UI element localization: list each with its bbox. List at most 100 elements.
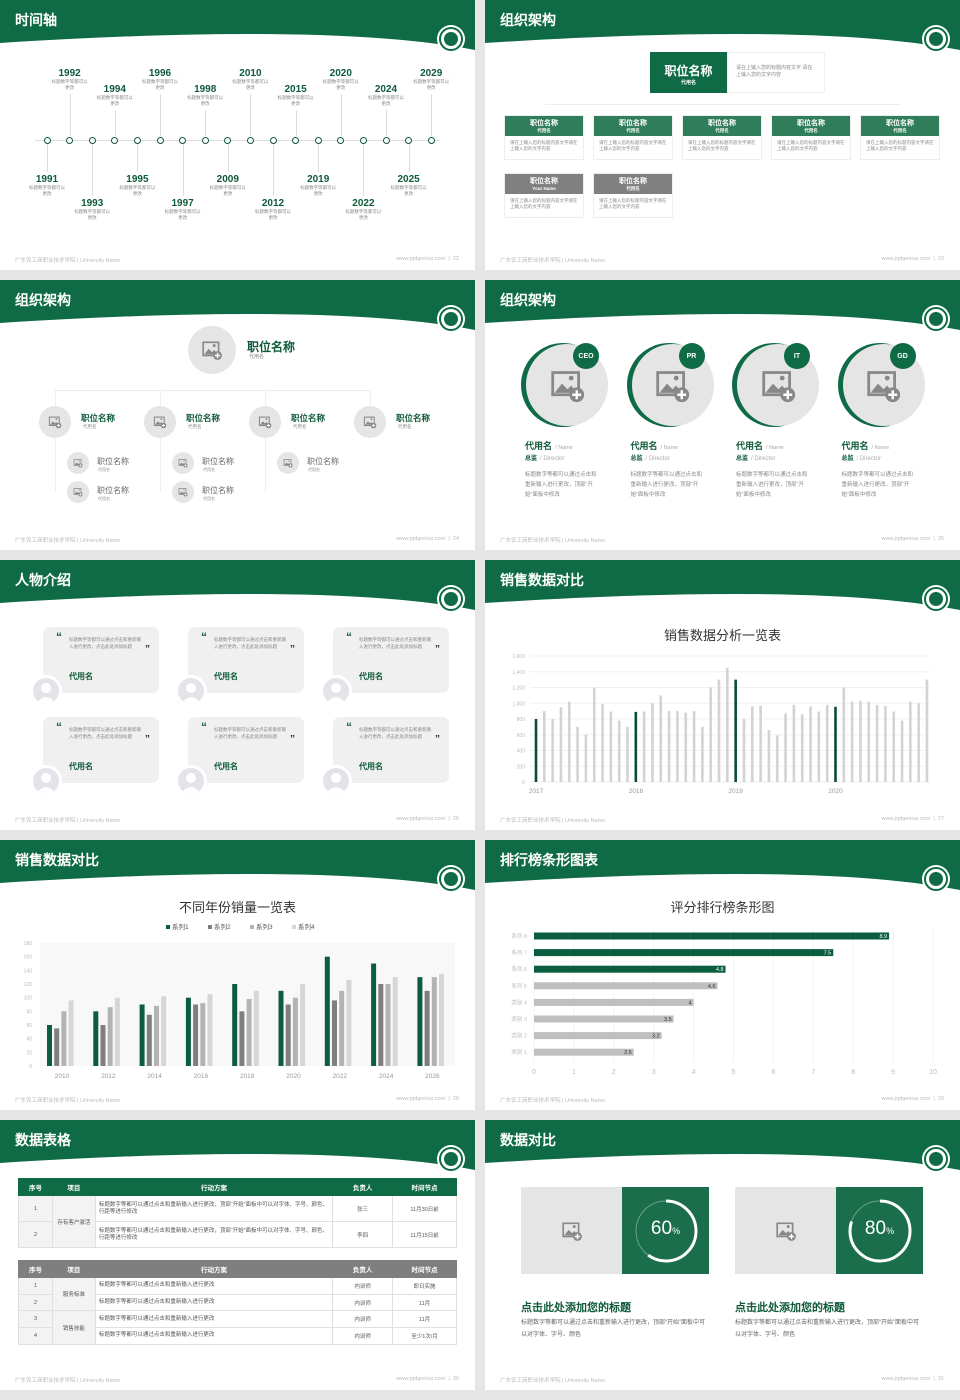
header-band [485,1120,960,1170]
timeline-node[interactable] [337,136,345,144]
photo-placeholder[interactable] [67,452,89,474]
timeline-node[interactable] [66,136,74,144]
timeline-node[interactable] [292,136,300,144]
photo-placeholder[interactable] [39,406,71,438]
percent-number: 80 [864,1218,887,1239]
timeline-node[interactable] [405,136,413,144]
position-card[interactable]: 职位名称 代用名 请在上输入您的标题内容文字请在上输入您的文字内容 [504,115,584,160]
timeline-node[interactable] [246,136,254,144]
position-sub: 代用名 [188,424,202,429]
testimonial-card[interactable]: “ 标题数字等都可以通过点击和重新输入进行更改，点击此处添加标题 ” 代用名 [333,717,449,783]
y-tick-label: 160 [24,955,33,961]
image-placeholder[interactable] [735,1187,836,1274]
footer-site: www.pptgenius.com [881,536,931,542]
photo-placeholder[interactable] [172,452,194,474]
ring-progress [634,1199,698,1263]
image-placeholder[interactable] [521,1187,622,1274]
photo-placeholder[interactable] [249,406,281,438]
x-tick-label: 3 [652,1069,656,1076]
position-card[interactable]: 职位名称 代用名 请在上输入您的标题内容文字请在上输入您的文字内容 [593,115,673,160]
bar [193,1004,199,1066]
avatar[interactable] [320,765,352,797]
member-role: 总监 [525,456,538,462]
photo-placeholder[interactable] [631,344,714,426]
slide-title: 组织架构 [500,292,556,308]
item-title[interactable]: 点击此处添加您的标题 [735,1302,845,1314]
avatar[interactable] [30,765,62,797]
slide-title: 销售数据对比 [15,852,99,868]
bar [534,1032,662,1040]
avatar[interactable] [175,765,207,797]
event-year: 2024 [374,84,398,95]
y-tick-label: 80 [26,1009,32,1015]
timeline-node[interactable] [43,136,51,144]
name-line: 代用名 / Name [631,439,721,452]
photo-placeholder[interactable] [172,481,194,503]
footer-sep: | [445,1096,453,1102]
timeline-node[interactable] [133,136,141,144]
timeline-node[interactable] [111,136,119,144]
timeline-node[interactable] [382,136,390,144]
timeline-connector [182,144,184,196]
footer-right: www.pptgenius.com | 25 [881,536,944,542]
event-desc: 标题数字等都可以更改 [277,95,314,106]
top-position-box[interactable]: 职位名称 代用名 [650,52,727,93]
footer-sep: | [930,816,938,822]
header-band [0,1120,475,1170]
photo-placeholder[interactable] [144,406,176,438]
footer-sep: | [930,1096,938,1102]
bar [61,1011,67,1066]
avatar[interactable] [320,675,352,707]
bar [392,977,398,1066]
top-position-title: 职位名称 [247,340,296,354]
timeline-node[interactable] [314,136,322,144]
bar [900,720,904,782]
bar [867,701,871,782]
timeline-node[interactable] [269,136,277,144]
position-card[interactable]: 职位名称 Your Name 请在上输入您的标题内容文字请在上输入您的文字内容 [504,173,584,218]
photo-placeholder[interactable] [277,452,299,474]
position-card[interactable]: 职位名称 代用名 请在上输入您的标题内容文字请在上输入您的文字内容 [593,173,673,218]
item-title[interactable]: 点击此处添加您的标题 [521,1302,631,1314]
school-logo-icon [439,27,463,51]
column-header: 负责人 [332,1260,394,1278]
timeline-node[interactable] [179,136,187,144]
name-line: 代用名 / Name [736,439,826,452]
photo-placeholder[interactable] [354,406,386,438]
timeline-node[interactable] [359,136,367,144]
timeline-node[interactable] [201,136,209,144]
school-logo-icon [924,587,948,611]
timeline-node[interactable] [427,136,435,144]
cell-item: 服务标准 [51,1276,96,1312]
cell-owner: 李四 [332,1221,394,1248]
header-band [0,560,475,610]
testimonial-card[interactable]: “ 标题数字等都可以通过点击和重新输入进行更改，点击此处添加标题 ” 代用名 [333,627,449,693]
testimonial-card[interactable]: “ 标题数字等都可以通过点击和重新输入进行更改，点击此处添加标题 ” 代用名 [188,627,304,693]
testimonial-card[interactable]: “ 标题数字等都可以通过点击和重新输入进行更改，点击此处添加标题 ” 代用名 [43,627,159,693]
position-card[interactable]: 职位名称 代用名 请在上输入您的标题内容文字请在上输入您的文字内容 [860,115,940,160]
testimonial-card[interactable]: “ 标题数字等都可以通过点击和重新输入进行更改，点击此处添加标题 ” 代用名 [188,717,304,783]
category-label: 系列 8 [511,932,527,940]
position-card[interactable]: 职位名称 代用名 请在上输入您的标题内容文字请在上输入您的文字内容 [682,115,762,160]
role-badge: PR [678,343,705,369]
member-desc: 标题数字等都可以通过点击和重新输入进行更改，顶部“开始”面板中修改 [841,472,914,498]
avatar[interactable] [30,675,62,707]
image-add-icon [48,415,62,429]
cell-time: 11月15日前 [392,1221,457,1248]
timeline-node[interactable] [88,136,96,144]
top-photo-placeholder[interactable] [188,326,236,374]
bar [146,1014,152,1066]
slide-10: 数据对比 广东农工商职业技术学院 | University Name www.ppt… [485,1120,960,1390]
x-tick-label: 2018 [629,788,644,795]
bar [659,695,663,782]
column-header: 行动方案 [94,1178,334,1196]
avatar[interactable] [175,675,207,707]
position-card[interactable]: 职位名称 代用名 请在上输入您的标题内容文字请在上输入您的文字内容 [771,115,851,160]
timeline-node[interactable] [224,136,232,144]
timeline-node[interactable] [156,136,164,144]
header-shape [485,560,960,610]
testimonial-card[interactable]: “ 标题数字等都可以通过点击和重新输入进行更改，点击此处添加标题 ” 代用名 [43,717,159,783]
timeline-connector [160,94,161,136]
y-tick-label: 600 [517,733,526,739]
photo-placeholder[interactable] [67,481,89,503]
